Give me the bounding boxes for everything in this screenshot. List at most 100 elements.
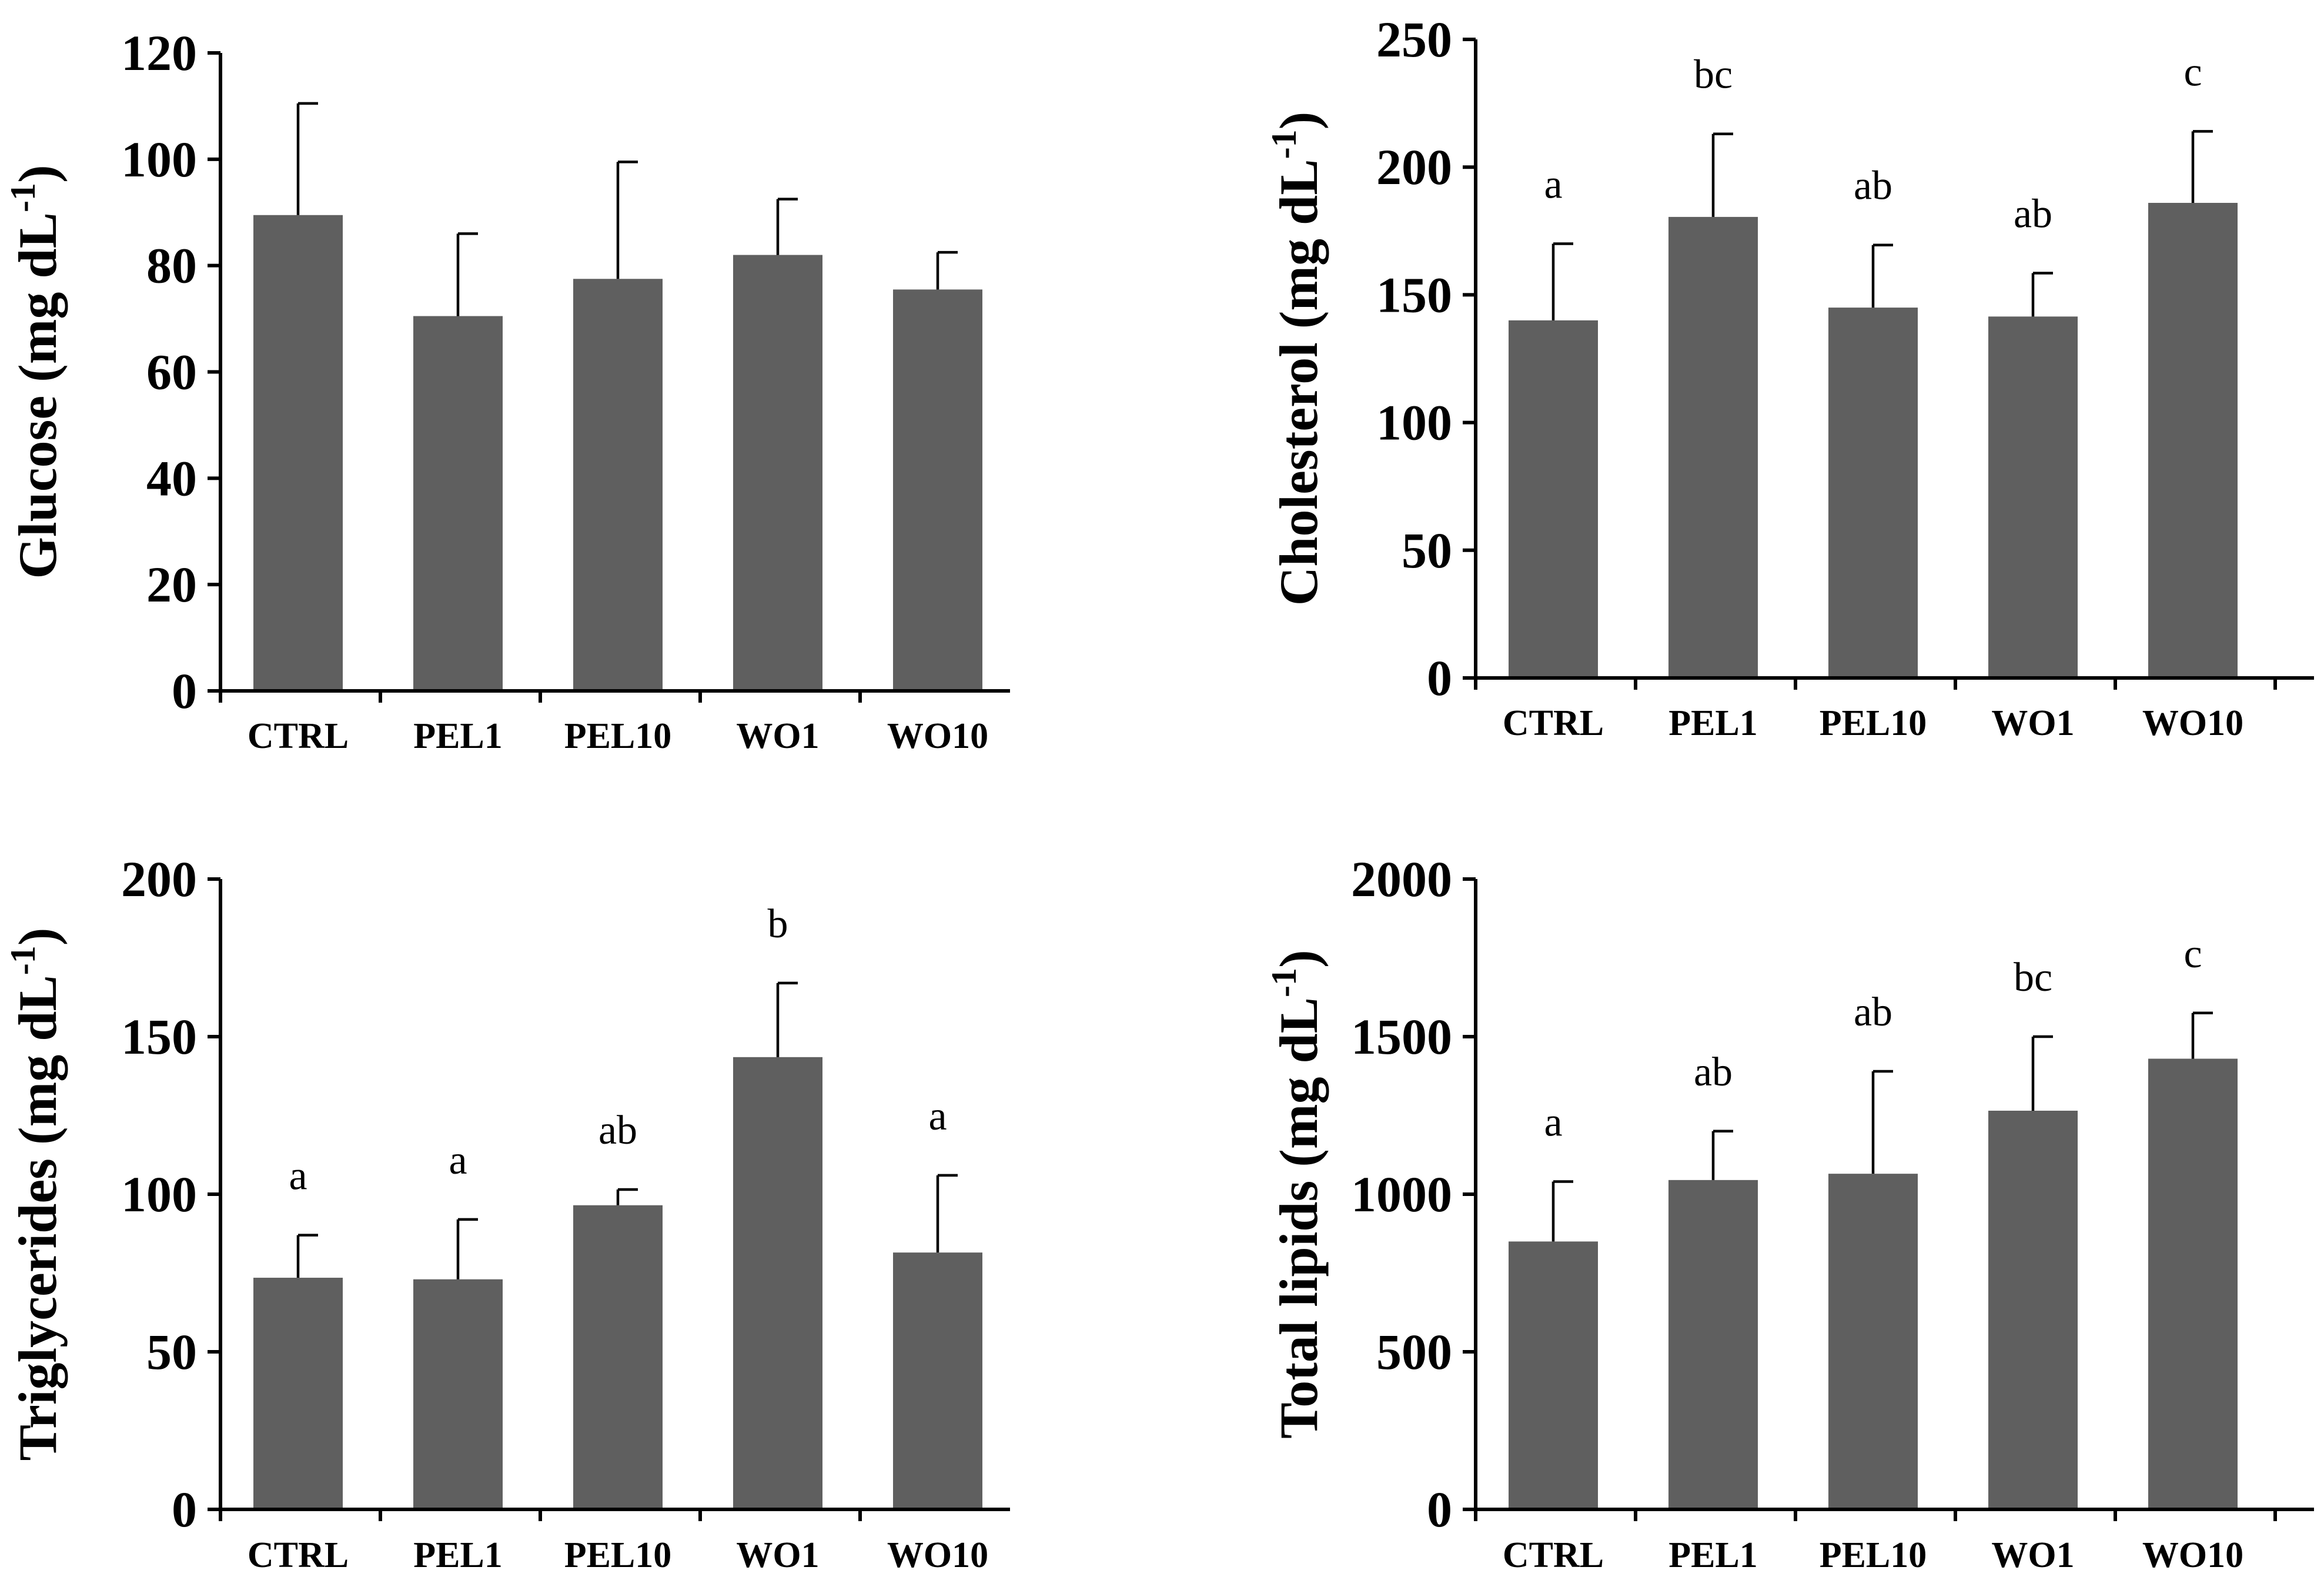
bar-wo10 — [2148, 1058, 2238, 1509]
bar-wo10 — [893, 1252, 982, 1509]
category-label-wo1: WO1 — [736, 716, 819, 756]
error-bar-pel10 — [1871, 243, 1893, 308]
error-bar-wo10 — [936, 1174, 958, 1253]
error-bar-wo1 — [2031, 1035, 2053, 1111]
y-tick-label: 100 — [1376, 395, 1452, 451]
error-bar-wo10 — [936, 250, 958, 290]
y-tick-label: 1000 — [1351, 1166, 1452, 1222]
bar-pel10 — [1828, 1174, 1918, 1509]
bar-pel10 — [1828, 308, 1918, 678]
y-tick-label: 0 — [1427, 1481, 1452, 1538]
chart-panel-total-lipids: a CTRL ab PEL1 ab PEL10 bc WO1 c WO10 0 500 1000 1500… — [1265, 851, 2314, 1575]
y-axis-title: Glucose (mg dL-1) — [4, 165, 68, 579]
category-label-pel10: PEL10 — [1820, 1535, 1927, 1575]
error-bar-ctrl — [1551, 242, 1573, 320]
bar-wo1 — [1988, 316, 2078, 678]
category-label-wo1: WO1 — [736, 1535, 819, 1575]
significance-label: a — [1544, 1100, 1562, 1145]
significance-label: bc — [2014, 955, 2052, 1000]
error-bar-pel10 — [616, 161, 638, 279]
significance-label: ab — [598, 1108, 637, 1153]
y-tick-label: 80 — [146, 238, 197, 294]
y-axis-title-text: Cholesterol (mg dL — [1269, 159, 1329, 606]
bar-ctrl — [253, 215, 343, 691]
significance-label: ab — [2014, 191, 2052, 236]
bar-ctrl — [253, 1278, 343, 1509]
category-label-wo10: WO10 — [2142, 1535, 2243, 1575]
y-tick-label: 50 — [146, 1324, 197, 1380]
bar-wo1 — [733, 255, 822, 691]
y-axis-title-text: Triglycerides (mg dL — [8, 975, 68, 1461]
significance-label: bc — [1694, 52, 1733, 98]
category-label-pel1: PEL1 — [413, 716, 503, 756]
error-bar-wo10 — [2191, 1011, 2213, 1059]
bar-wo1 — [733, 1057, 822, 1509]
y-axis-title-end: ) — [1269, 112, 1329, 130]
y-axis-title: Cholesterol (mg dL-1) — [1265, 112, 1329, 606]
y-axis-title-end: ) — [8, 165, 68, 183]
y-axis-title-superscript: -1 — [1265, 129, 1303, 159]
y-axis-title: Total lipids (mg dL-1) — [1265, 950, 1329, 1438]
y-axis-title-text: Glucose (mg dL — [8, 212, 68, 579]
y-axis-title-superscript: -1 — [4, 183, 42, 212]
y-tick-label: 250 — [1376, 11, 1452, 68]
category-label-pel10: PEL10 — [1820, 703, 1927, 743]
category-label-pel10: PEL10 — [564, 1535, 672, 1575]
error-bar-pel10 — [616, 1188, 638, 1205]
error-bar-pel1 — [1711, 1130, 1733, 1180]
bar-pel1 — [1668, 216, 1758, 679]
bar-pel1 — [1668, 1180, 1758, 1509]
bar-ctrl — [1509, 320, 1598, 678]
y-axis-title-end: ) — [8, 928, 68, 946]
category-label-wo1: WO1 — [1991, 703, 2074, 743]
y-tick-label: 60 — [146, 344, 197, 400]
error-bar-wo10 — [2191, 130, 2213, 203]
bar-wo10 — [893, 289, 982, 691]
y-axis-title-superscript: -1 — [4, 945, 42, 975]
y-tick-label: 0 — [172, 663, 197, 719]
bar-pel1 — [413, 316, 503, 691]
category-label-ctrl: CTRL — [1503, 1535, 1604, 1575]
bar-wo1 — [1988, 1110, 2078, 1509]
significance-label: ab — [1694, 1050, 1733, 1095]
category-label-ctrl: CTRL — [248, 1535, 349, 1575]
category-label-wo10: WO10 — [2142, 703, 2243, 743]
y-tick-label: 20 — [146, 556, 197, 613]
y-tick-label: 150 — [121, 1008, 197, 1065]
y-tick-label: 500 — [1376, 1324, 1452, 1380]
error-bar-pel10 — [1871, 1070, 1893, 1174]
y-tick-label: 100 — [121, 1166, 197, 1222]
y-tick-label: 50 — [1402, 522, 1452, 579]
chart-panel-triglycerides: a CTRL a PEL1 ab PEL10 b WO1 a WO10 0 50 100 150 200 Tr… — [4, 851, 1010, 1575]
bar-wo10 — [2148, 203, 2238, 678]
y-tick-label: 40 — [146, 450, 197, 506]
y-tick-label: 100 — [121, 131, 197, 188]
significance-label: c — [2183, 931, 2202, 977]
y-tick-label: 120 — [121, 25, 197, 81]
significance-label: a — [928, 1094, 947, 1139]
y-tick-label: 200 — [1376, 139, 1452, 195]
error-bar-wo1 — [2031, 272, 2053, 317]
bar-ctrl — [1509, 1241, 1598, 1509]
error-bar-ctrl — [296, 102, 318, 215]
significance-label: a — [449, 1138, 467, 1183]
category-label-pel1: PEL1 — [1668, 1535, 1758, 1575]
chart-panel-glucose: CTRL PEL1 PEL10 WO1 WO10 0 20 40 60 80 100 120 Gluco… — [4, 25, 1010, 756]
y-tick-label: 200 — [121, 851, 197, 907]
y-tick-label: 0 — [1427, 650, 1452, 706]
significance-label: c — [2183, 49, 2202, 95]
error-bar-ctrl — [1551, 1180, 1573, 1242]
error-bar-wo1 — [776, 198, 798, 255]
significance-label: ab — [1854, 163, 1892, 209]
error-bar-pel1 — [1711, 132, 1733, 217]
bar-pel10 — [573, 1205, 663, 1509]
category-label-wo10: WO10 — [887, 716, 988, 756]
bar-pel1 — [413, 1279, 503, 1509]
category-label-ctrl: CTRL — [248, 716, 349, 756]
y-tick-label: 2000 — [1351, 851, 1452, 907]
significance-label: b — [768, 901, 788, 947]
significance-label: a — [289, 1154, 307, 1199]
significance-label: ab — [1854, 990, 1892, 1035]
y-axis-title-end: ) — [1269, 950, 1329, 968]
